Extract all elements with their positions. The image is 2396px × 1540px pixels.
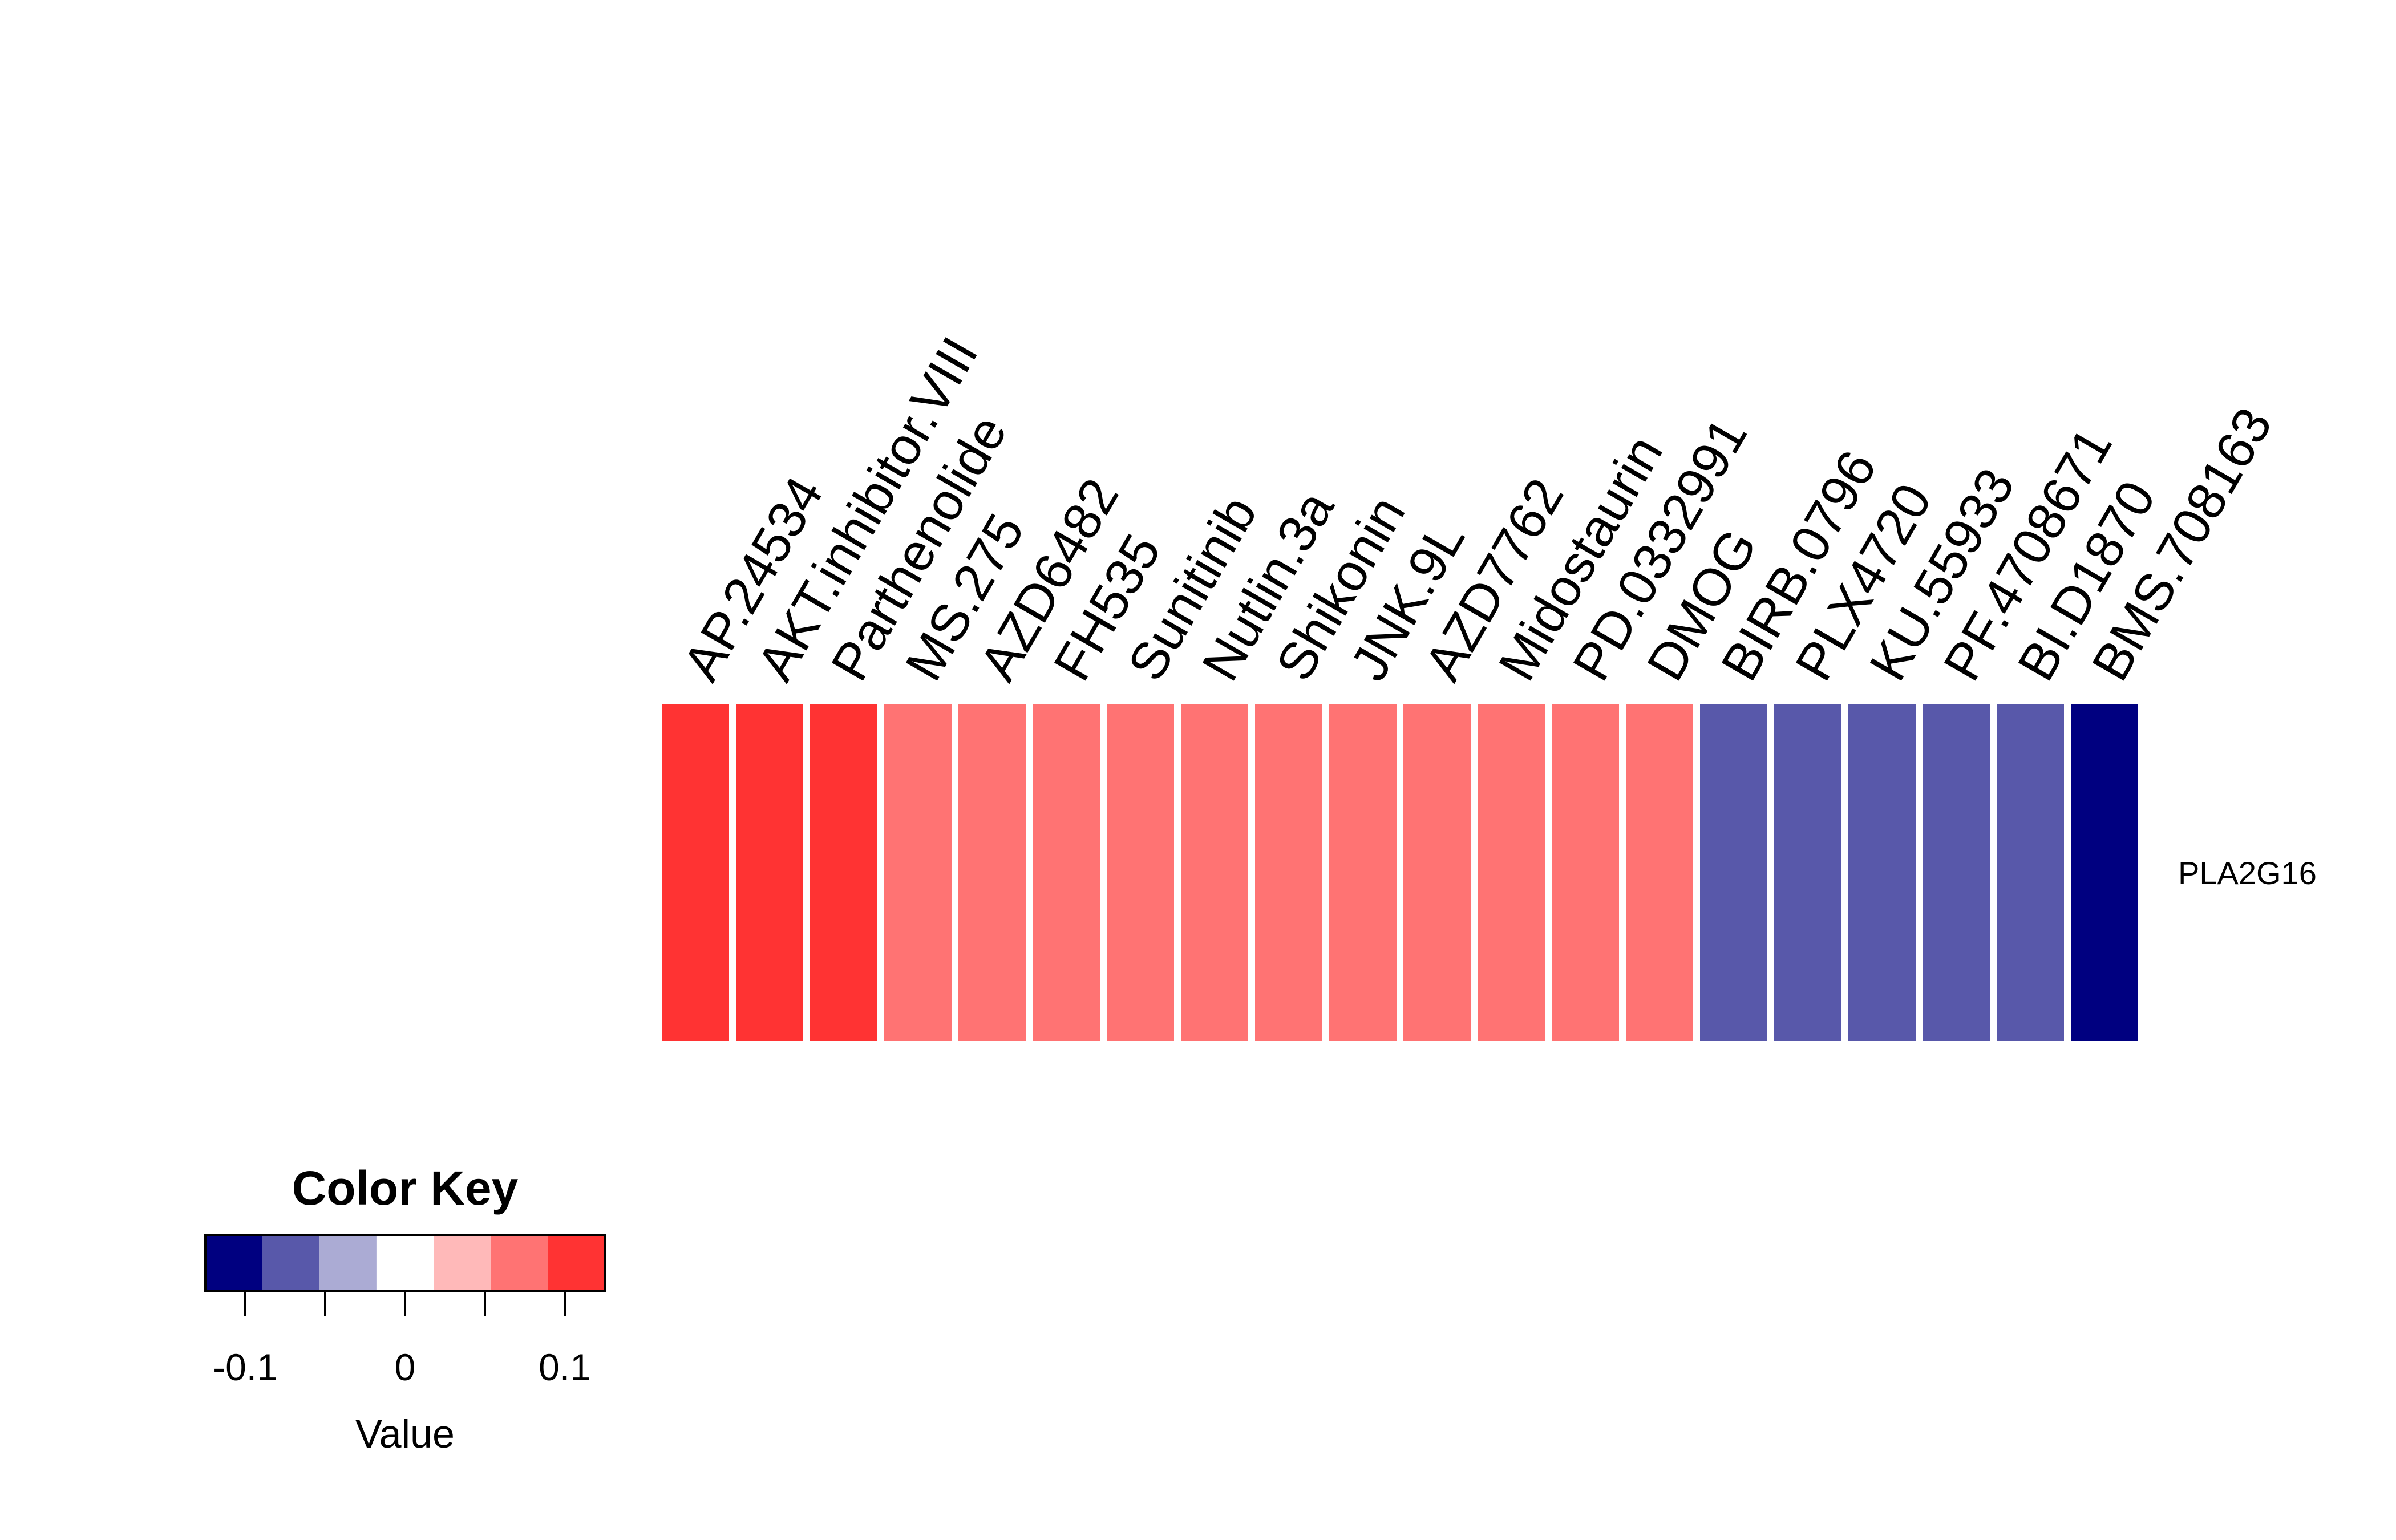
color-key: Color Key -0.1 0 0.1 Value — [204, 1161, 606, 1456]
heatmap-cell — [1848, 704, 1916, 1041]
heatmap-cell — [1478, 704, 1545, 1041]
heatmap-cell — [2071, 704, 2138, 1041]
heatmap-cell — [1107, 704, 1174, 1041]
heatmap-cell — [662, 704, 729, 1041]
color-key-swatch — [205, 1235, 263, 1291]
heatmap-cell — [1700, 704, 1767, 1041]
heatmap-cell — [736, 704, 803, 1041]
heatmap-cell — [1997, 704, 2064, 1041]
color-key-tick-label: -0.1 — [213, 1346, 278, 1388]
color-key-axis-label: Value — [355, 1412, 455, 1456]
heatmap-cell — [1552, 704, 1619, 1041]
color-key-swatch — [548, 1235, 605, 1291]
heatmap-cell — [1626, 704, 1693, 1041]
color-key-swatch — [434, 1235, 491, 1291]
heatmap-cell — [958, 704, 1026, 1041]
heatmap-cell — [1923, 704, 1990, 1041]
color-key-swatch — [376, 1235, 434, 1291]
color-key-tick-label: 0.1 — [539, 1346, 591, 1388]
color-key-swatch — [262, 1235, 320, 1291]
row-label: PLA2G16 — [2178, 855, 2317, 891]
heatmap-cell — [1774, 704, 1841, 1041]
color-key-title: Color Key — [292, 1161, 519, 1215]
color-key-swatches — [205, 1235, 605, 1291]
color-key-ticks: -0.1 0 0.1 — [213, 1291, 591, 1388]
heatmap-cell — [884, 704, 952, 1041]
heatmap-cell — [1181, 704, 1248, 1041]
heatmap-cell — [1329, 704, 1397, 1041]
heatmap-cell — [1255, 704, 1322, 1041]
heatmap-cell — [1033, 704, 1100, 1041]
heatmap-cell — [810, 704, 877, 1041]
color-key-tick-label: 0 — [395, 1346, 416, 1388]
heatmap-cell — [1403, 704, 1471, 1041]
row-labels: PLA2G16 — [2178, 855, 2317, 891]
color-key-swatch — [491, 1235, 548, 1291]
color-key-swatch — [319, 1235, 377, 1291]
heatmap-cells — [662, 704, 2138, 1041]
